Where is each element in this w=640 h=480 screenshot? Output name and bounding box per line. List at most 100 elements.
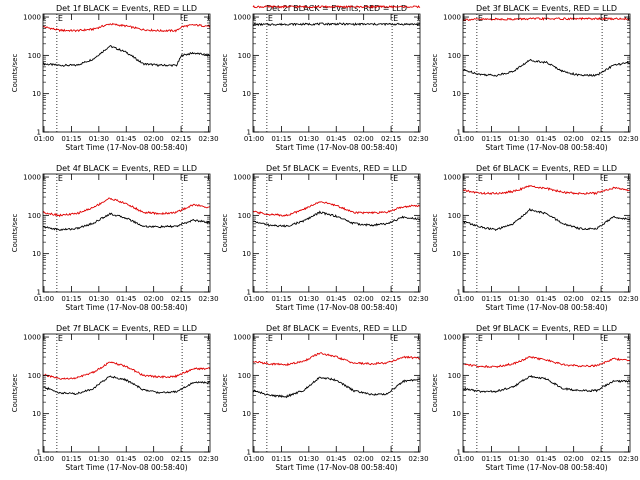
x-tick-label: 01:30 <box>299 135 319 143</box>
y-axis-label: Counts/sec <box>431 214 439 253</box>
x-tick-label: 02:30 <box>198 135 218 143</box>
marker-label: E <box>58 334 63 343</box>
series-lld-line <box>252 201 421 217</box>
marker-label: E <box>58 174 63 183</box>
marker-label: E <box>393 334 398 343</box>
series-lld-line <box>252 352 421 367</box>
series-lld-line <box>42 197 211 218</box>
x-tick-label: 01:45 <box>116 455 136 463</box>
x-tick-label: 02:00 <box>354 135 374 143</box>
x-tick-label: 02:00 <box>564 295 584 303</box>
x-tick-label: 01:30 <box>509 295 529 303</box>
y-tick-label: 100 <box>238 52 251 60</box>
x-tick-label: 01:30 <box>509 455 529 463</box>
x-tick-label: 01:00 <box>454 295 474 303</box>
x-tick-label: 02:15 <box>171 455 191 463</box>
x-tick-label: 01:15 <box>271 295 291 303</box>
y-tick-label: 1 <box>37 129 41 137</box>
plot-frame <box>42 13 211 133</box>
y-axis-label: Counts/sec <box>221 374 229 413</box>
x-tick-label: 02:30 <box>408 135 428 143</box>
x-tick-label: 02:30 <box>618 455 638 463</box>
series-lld-line <box>42 361 211 380</box>
series-events-line <box>252 376 421 399</box>
x-tick-label: 01:00 <box>34 295 54 303</box>
series-events-line <box>462 58 631 77</box>
x-tick-label: 02:15 <box>381 455 401 463</box>
series-events-line <box>43 212 211 232</box>
plot-frame <box>252 173 421 293</box>
plot-frame <box>462 333 631 453</box>
panel-title: Det 8f BLACK = Events, RED = LLD <box>266 324 407 333</box>
x-tick-label: 02:30 <box>408 295 428 303</box>
x-tick-label: 02:15 <box>381 295 401 303</box>
series-events-line <box>462 207 631 232</box>
x-axis-label: Start Time (17-Nov-08 00:58:40) <box>65 303 187 312</box>
marker-label: E <box>58 14 63 23</box>
y-tick-label: 1000 <box>23 14 41 22</box>
marker-label: E <box>268 334 273 343</box>
panel-title: Det 7f BLACK = Events, RED = LLD <box>56 324 197 333</box>
marker-label: E <box>603 334 608 343</box>
x-tick-label: 01:15 <box>271 455 291 463</box>
x-tick-label: 01:30 <box>509 135 529 143</box>
y-tick-label: 100 <box>238 372 251 380</box>
y-tick-label: 1000 <box>443 334 461 342</box>
x-axis-label: Start Time (17-Nov-08 00:58:40) <box>485 143 607 152</box>
y-tick-label: 1000 <box>233 14 251 22</box>
x-tick-label: 01:30 <box>89 295 109 303</box>
y-tick-label: 1 <box>247 129 251 137</box>
y-tick-label: 10 <box>32 410 41 418</box>
x-tick-label: 02:15 <box>591 135 611 143</box>
panel-title: Det 4f BLACK = Events, RED = LLD <box>56 164 197 173</box>
y-tick-label: 1 <box>37 449 41 457</box>
x-tick-label: 02:15 <box>171 135 191 143</box>
x-tick-label: 01:45 <box>536 295 556 303</box>
x-tick-label: 02:00 <box>564 135 584 143</box>
y-tick-label: 100 <box>28 212 41 220</box>
x-tick-label: 01:15 <box>481 455 501 463</box>
y-tick-label: 1 <box>457 129 461 137</box>
x-axis-label: Start Time (17-Nov-08 00:58:40) <box>275 143 397 152</box>
y-tick-label: 100 <box>28 52 41 60</box>
x-tick-label: 01:30 <box>89 135 109 143</box>
y-tick-label: 10 <box>32 250 41 258</box>
x-tick-label: 01:00 <box>244 295 264 303</box>
x-axis-label: Start Time (17-Nov-08 00:58:40) <box>485 303 607 312</box>
y-tick-label: 1 <box>457 289 461 297</box>
marker-label: E <box>183 334 188 343</box>
series-events-line <box>42 375 211 396</box>
series-events-line <box>462 374 631 393</box>
x-tick-label: 01:30 <box>89 455 109 463</box>
x-tick-label: 01:15 <box>481 135 501 143</box>
x-axis-label: Start Time (17-Nov-08 00:58:40) <box>275 303 397 312</box>
x-tick-label: 01:00 <box>34 455 54 463</box>
x-tick-label: 02:00 <box>354 455 374 463</box>
y-tick-label: 100 <box>448 52 461 60</box>
x-tick-label: 02:15 <box>171 295 191 303</box>
x-tick-label: 01:45 <box>116 295 136 303</box>
x-tick-label: 02:00 <box>564 455 584 463</box>
x-tick-label: 02:30 <box>198 295 218 303</box>
y-axis-label: Counts/sec <box>11 54 19 93</box>
x-tick-label: 02:30 <box>408 455 428 463</box>
series-events-line <box>42 44 211 68</box>
x-tick-label: 02:00 <box>144 135 164 143</box>
series-lld-line <box>252 4 421 9</box>
x-tick-label: 01:15 <box>61 295 81 303</box>
marker-label: E <box>603 174 608 183</box>
x-tick-label: 02:00 <box>144 455 164 463</box>
series-lld-line <box>462 184 631 196</box>
marker-label: E <box>268 174 273 183</box>
x-axis-label: Start Time (17-Nov-08 00:58:40) <box>275 463 397 472</box>
marker-label: E <box>478 334 483 343</box>
panel-title: Det 1f BLACK = Events, RED = LLD <box>56 4 197 13</box>
y-axis-label: Counts/sec <box>431 374 439 413</box>
